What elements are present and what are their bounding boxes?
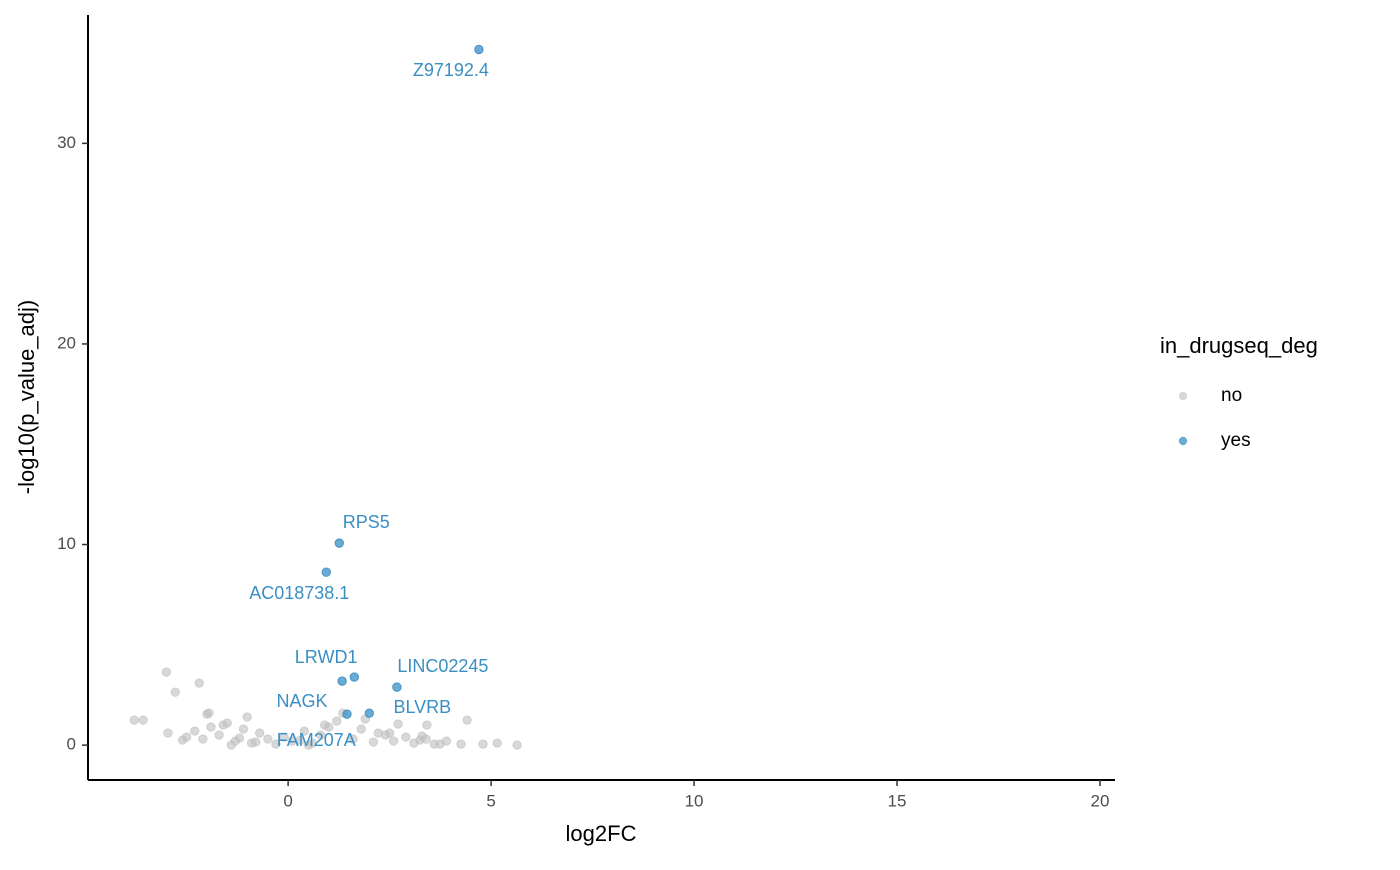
point	[303, 740, 314, 750]
x-tick-label: 15	[888, 791, 907, 810]
point	[234, 733, 245, 743]
point-label: LINC02245	[397, 656, 488, 676]
x-tick-label: 5	[486, 791, 495, 810]
point	[512, 740, 522, 750]
point	[342, 709, 352, 719]
point	[492, 738, 502, 748]
point	[441, 736, 452, 746]
point	[417, 731, 427, 741]
point	[315, 730, 326, 740]
y-tick-label: 30	[57, 133, 76, 152]
legend-key	[1178, 436, 1188, 446]
point	[226, 740, 236, 750]
point	[388, 736, 399, 746]
point-label: NAGK	[276, 691, 327, 711]
point	[337, 676, 347, 686]
y-tick-label: 0	[67, 735, 76, 754]
point	[462, 715, 472, 725]
point	[163, 728, 173, 738]
point	[214, 730, 224, 740]
point	[161, 667, 172, 677]
point	[190, 726, 200, 736]
point	[177, 735, 188, 745]
point	[194, 678, 204, 688]
point	[238, 724, 249, 734]
point	[456, 739, 466, 749]
point	[393, 719, 403, 729]
x-tick-label: 0	[283, 791, 292, 810]
point-label: BLVRB	[393, 697, 451, 717]
x-axis-title: log2FC	[566, 821, 637, 846]
point	[409, 738, 419, 748]
point	[401, 732, 411, 742]
point	[198, 734, 208, 744]
point	[356, 724, 366, 734]
point-label: FAM207A	[277, 730, 356, 750]
point	[334, 538, 344, 548]
y-tick-label: 10	[57, 534, 76, 553]
point	[255, 728, 265, 738]
point	[250, 737, 261, 747]
point	[429, 739, 439, 749]
point-label: Z97192.4	[413, 60, 489, 80]
point	[422, 720, 432, 730]
point	[364, 708, 375, 718]
point	[368, 737, 379, 747]
point	[218, 720, 228, 730]
point	[299, 726, 310, 736]
point	[349, 672, 359, 682]
point-label: AC018738.1	[249, 583, 349, 603]
point	[287, 736, 297, 746]
point	[170, 687, 180, 697]
point	[321, 567, 331, 577]
point	[384, 728, 395, 738]
legend-key	[1178, 391, 1188, 401]
legend-title: in_drugseq_deg	[1160, 333, 1318, 358]
point	[204, 708, 214, 718]
legend-label: yes	[1221, 430, 1251, 451]
point	[392, 682, 402, 692]
y-axis-title: -log10(p_value_adj)	[14, 300, 39, 494]
point	[242, 712, 252, 722]
point	[138, 715, 148, 725]
x-tick-label: 10	[685, 791, 704, 810]
point	[206, 722, 216, 732]
y-tick-label: 20	[57, 333, 76, 352]
point	[474, 44, 484, 55]
point	[263, 734, 273, 744]
point	[271, 739, 281, 749]
point	[129, 715, 139, 725]
point	[348, 734, 358, 744]
point	[319, 720, 330, 730]
point	[279, 732, 289, 742]
legend-label: no	[1221, 385, 1242, 406]
point	[332, 716, 342, 726]
point-label: RPS5	[343, 512, 390, 532]
x-tick-label: 20	[1091, 791, 1110, 810]
point	[478, 739, 488, 749]
point-label: LRWD1	[295, 647, 358, 667]
